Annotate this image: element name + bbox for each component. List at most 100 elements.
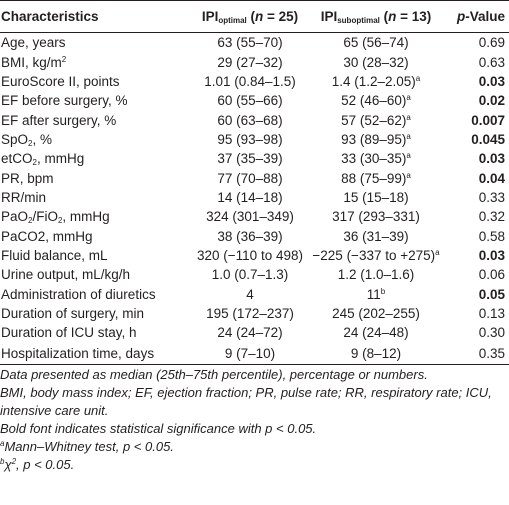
row-label: Administration of diuretics bbox=[1, 286, 156, 302]
row-label: Duration of surgery, min bbox=[1, 305, 145, 321]
table-row: Fluid balance, mL 320 (−110 to 498) −225 (… bbox=[0, 246, 509, 265]
table-row: etCO2, mmHg 37 (35–39) 33 (30–35)a 0.03 bbox=[0, 149, 509, 168]
cell-ipi-suboptimal: 1.4 (1.2–2.05)a bbox=[331, 73, 421, 89]
row-label: SpO2, % bbox=[1, 131, 52, 148]
cell-ipi-suboptimal: 36 (31–39) bbox=[343, 228, 409, 244]
cell-ipi-suboptimal: 30 (28–32) bbox=[343, 54, 409, 70]
cell-p-value: 0.05 bbox=[478, 286, 505, 302]
cell-ipi-optimal: 60 (55–66) bbox=[217, 93, 283, 109]
table-row: PaO2/FiO2, mmHg 324 (301–349) 317 (293–331… bbox=[0, 207, 509, 226]
footnote-bold-significance: Bold font indicates statistical signific… bbox=[0, 421, 317, 436]
cell-ipi-suboptimal: 57 (52–62)a bbox=[341, 112, 411, 128]
cell-ipi-suboptimal: 317 (293–331) bbox=[332, 209, 420, 225]
cell-p-value: 0.13 bbox=[478, 305, 505, 321]
footnote-abbreviations: BMI, body mass index; EF, ejection fract… bbox=[0, 385, 492, 418]
cell-p-value: 0.30 bbox=[478, 325, 505, 341]
cell-ipi-optimal: 324 (301–349) bbox=[206, 209, 294, 225]
cell-ipi-optimal: 77 (70–88) bbox=[217, 170, 283, 186]
header-p-value: p-Value bbox=[443, 0, 509, 33]
table-row: Duration of ICU stay, h 24 (24–72) 24 (24–… bbox=[0, 323, 509, 342]
cell-ipi-optimal: 14 (14–18) bbox=[217, 189, 283, 205]
table-row: Administration of diuretics 4 11b 0.05 bbox=[0, 284, 509, 303]
row-label: EuroScore II, points bbox=[1, 73, 120, 89]
characteristics-table: Characteristics IPIoptimal (n = 25) IPIs… bbox=[0, 0, 509, 365]
footnote-marker: a bbox=[415, 73, 421, 83]
cell-ipi-optimal: 29 (27–32) bbox=[217, 54, 283, 70]
cell-ipi-optimal: 24 (24–72) bbox=[217, 325, 283, 341]
cell-ipi-optimal: 195 (172–237) bbox=[206, 305, 294, 321]
cell-ipi-optimal: 63 (55–70) bbox=[217, 35, 283, 51]
cell-p-value: 0.007 bbox=[471, 112, 505, 128]
row-label: Urine output, mL/kg/h bbox=[1, 267, 131, 283]
footnote-marker: a bbox=[406, 170, 411, 180]
footnote-marker: a bbox=[435, 247, 440, 257]
header-ipi-suboptimal: IPIsuboptimal (n = 13) bbox=[308, 0, 443, 33]
footnote-mann-whitney: aMann–Whitney test, p < 0.05. bbox=[0, 439, 174, 454]
row-label: PaCO2, mmHg bbox=[1, 228, 93, 244]
cell-ipi-suboptimal: 15 (15–18) bbox=[343, 189, 409, 205]
cell-ipi-optimal: 60 (63–68) bbox=[217, 112, 283, 128]
cell-ipi-optimal: 1.01 (0.84–1.5) bbox=[204, 73, 296, 89]
cell-p-value: 0.04 bbox=[478, 170, 505, 186]
cell-ipi-suboptimal: −225 (−337 to +275)a bbox=[312, 247, 440, 263]
row-label: Age, years bbox=[1, 35, 66, 51]
cell-ipi-suboptimal: 24 (24–48) bbox=[343, 325, 409, 341]
row-label: EF after surgery, % bbox=[1, 112, 117, 128]
row-label: PR, bpm bbox=[1, 170, 54, 186]
cell-ipi-optimal: 38 (36–39) bbox=[217, 228, 283, 244]
cell-p-value: 0.03 bbox=[478, 247, 505, 263]
cell-p-value: 0.03 bbox=[478, 73, 505, 89]
cell-ipi-suboptimal: 11b bbox=[366, 286, 386, 302]
cell-p-value: 0.58 bbox=[478, 228, 505, 244]
table-row: Urine output, mL/kg/h 1.0 (0.7–1.3) 1.2 (1… bbox=[0, 265, 509, 284]
table-row: PaCO2, mmHg 38 (36–39) 36 (31–39) 0.58 bbox=[0, 226, 509, 245]
cell-ipi-suboptimal: 33 (30–35)a bbox=[341, 151, 411, 167]
cell-p-value: 0.06 bbox=[478, 267, 505, 283]
table-footnotes: Data presented as median (25th–75th perc… bbox=[0, 366, 509, 474]
row-label: EF before surgery, % bbox=[1, 93, 128, 109]
header-characteristics: Characteristics bbox=[0, 0, 191, 33]
table-row: SpO2, % 95 (93–98) 93 (89–95)a 0.045 bbox=[0, 130, 509, 149]
cell-p-value: 0.32 bbox=[478, 209, 505, 225]
table-header-row: Characteristics IPIoptimal (n = 25) IPIs… bbox=[0, 0, 509, 33]
row-label: etCO2, mmHg bbox=[1, 151, 85, 168]
cell-ipi-optimal: 9 (7–10) bbox=[191, 342, 308, 365]
footnote-marker: a bbox=[406, 131, 411, 141]
table-row: PR, bpm 77 (70–88) 88 (75–99)a 0.04 bbox=[0, 168, 509, 187]
row-label: PaO2/FiO2, mmHg bbox=[1, 209, 110, 226]
cell-ipi-suboptimal: 65 (56–74) bbox=[343, 35, 409, 51]
footnote-chi-square: bχ2, p < 0.05. bbox=[0, 457, 75, 472]
cell-ipi-optimal: 95 (93–98) bbox=[217, 131, 283, 147]
cell-ipi-optimal: 1.0 (0.7–1.3) bbox=[211, 267, 289, 283]
table-row: Age, years 63 (55–70) 65 (56–74) 0.69 bbox=[0, 33, 509, 53]
footnote-data-presentation: Data presented as median (25th–75th perc… bbox=[0, 367, 428, 382]
cell-p-value: 0.02 bbox=[478, 93, 505, 109]
cell-ipi-suboptimal: 245 (202–255) bbox=[332, 305, 420, 321]
cell-ipi-suboptimal: 93 (89–95)a bbox=[341, 131, 411, 147]
footnote-marker: a bbox=[406, 93, 411, 103]
row-label: Hospitalization time, days bbox=[0, 342, 191, 365]
cell-p-value: 0.69 bbox=[478, 35, 505, 51]
cell-p-value: 0.63 bbox=[478, 54, 505, 70]
table-row: EuroScore II, points 1.01 (0.84–1.5) 1.4 (… bbox=[0, 72, 509, 91]
table-row: Duration of surgery, min 195 (172–237) 245… bbox=[0, 304, 509, 323]
footnote-marker: a bbox=[406, 112, 411, 122]
cell-ipi-optimal: 37 (35–39) bbox=[217, 151, 283, 167]
table-row: EF before surgery, % 60 (55–66) 52 (46–60)… bbox=[0, 91, 509, 110]
table-body: Age, years 63 (55–70) 65 (56–74) 0.69 BMI, k… bbox=[0, 33, 509, 365]
row-label: BMI, kg/m2 bbox=[1, 54, 67, 70]
footnote-marker: a bbox=[406, 151, 411, 161]
cell-ipi-optimal: 4 bbox=[246, 286, 254, 302]
cell-p-value: 0.35 bbox=[443, 342, 509, 365]
row-label: Fluid balance, mL bbox=[1, 247, 108, 263]
row-label: Duration of ICU stay, h bbox=[1, 325, 137, 341]
cell-ipi-suboptimal: 88 (75–99)a bbox=[341, 170, 411, 186]
cell-ipi-suboptimal: 1.2 (1.0–1.6) bbox=[337, 267, 415, 283]
cell-p-value: 0.045 bbox=[471, 131, 505, 147]
table-row: BMI, kg/m2 29 (27–32) 30 (28–32) 0.63 bbox=[0, 52, 509, 71]
row-label: RR/min bbox=[1, 189, 47, 205]
cell-ipi-suboptimal: 9 (8–12) bbox=[308, 342, 443, 365]
table-row: EF after surgery, % 60 (63–68) 57 (52–62)a… bbox=[0, 110, 509, 129]
cell-p-value: 0.33 bbox=[478, 189, 505, 205]
